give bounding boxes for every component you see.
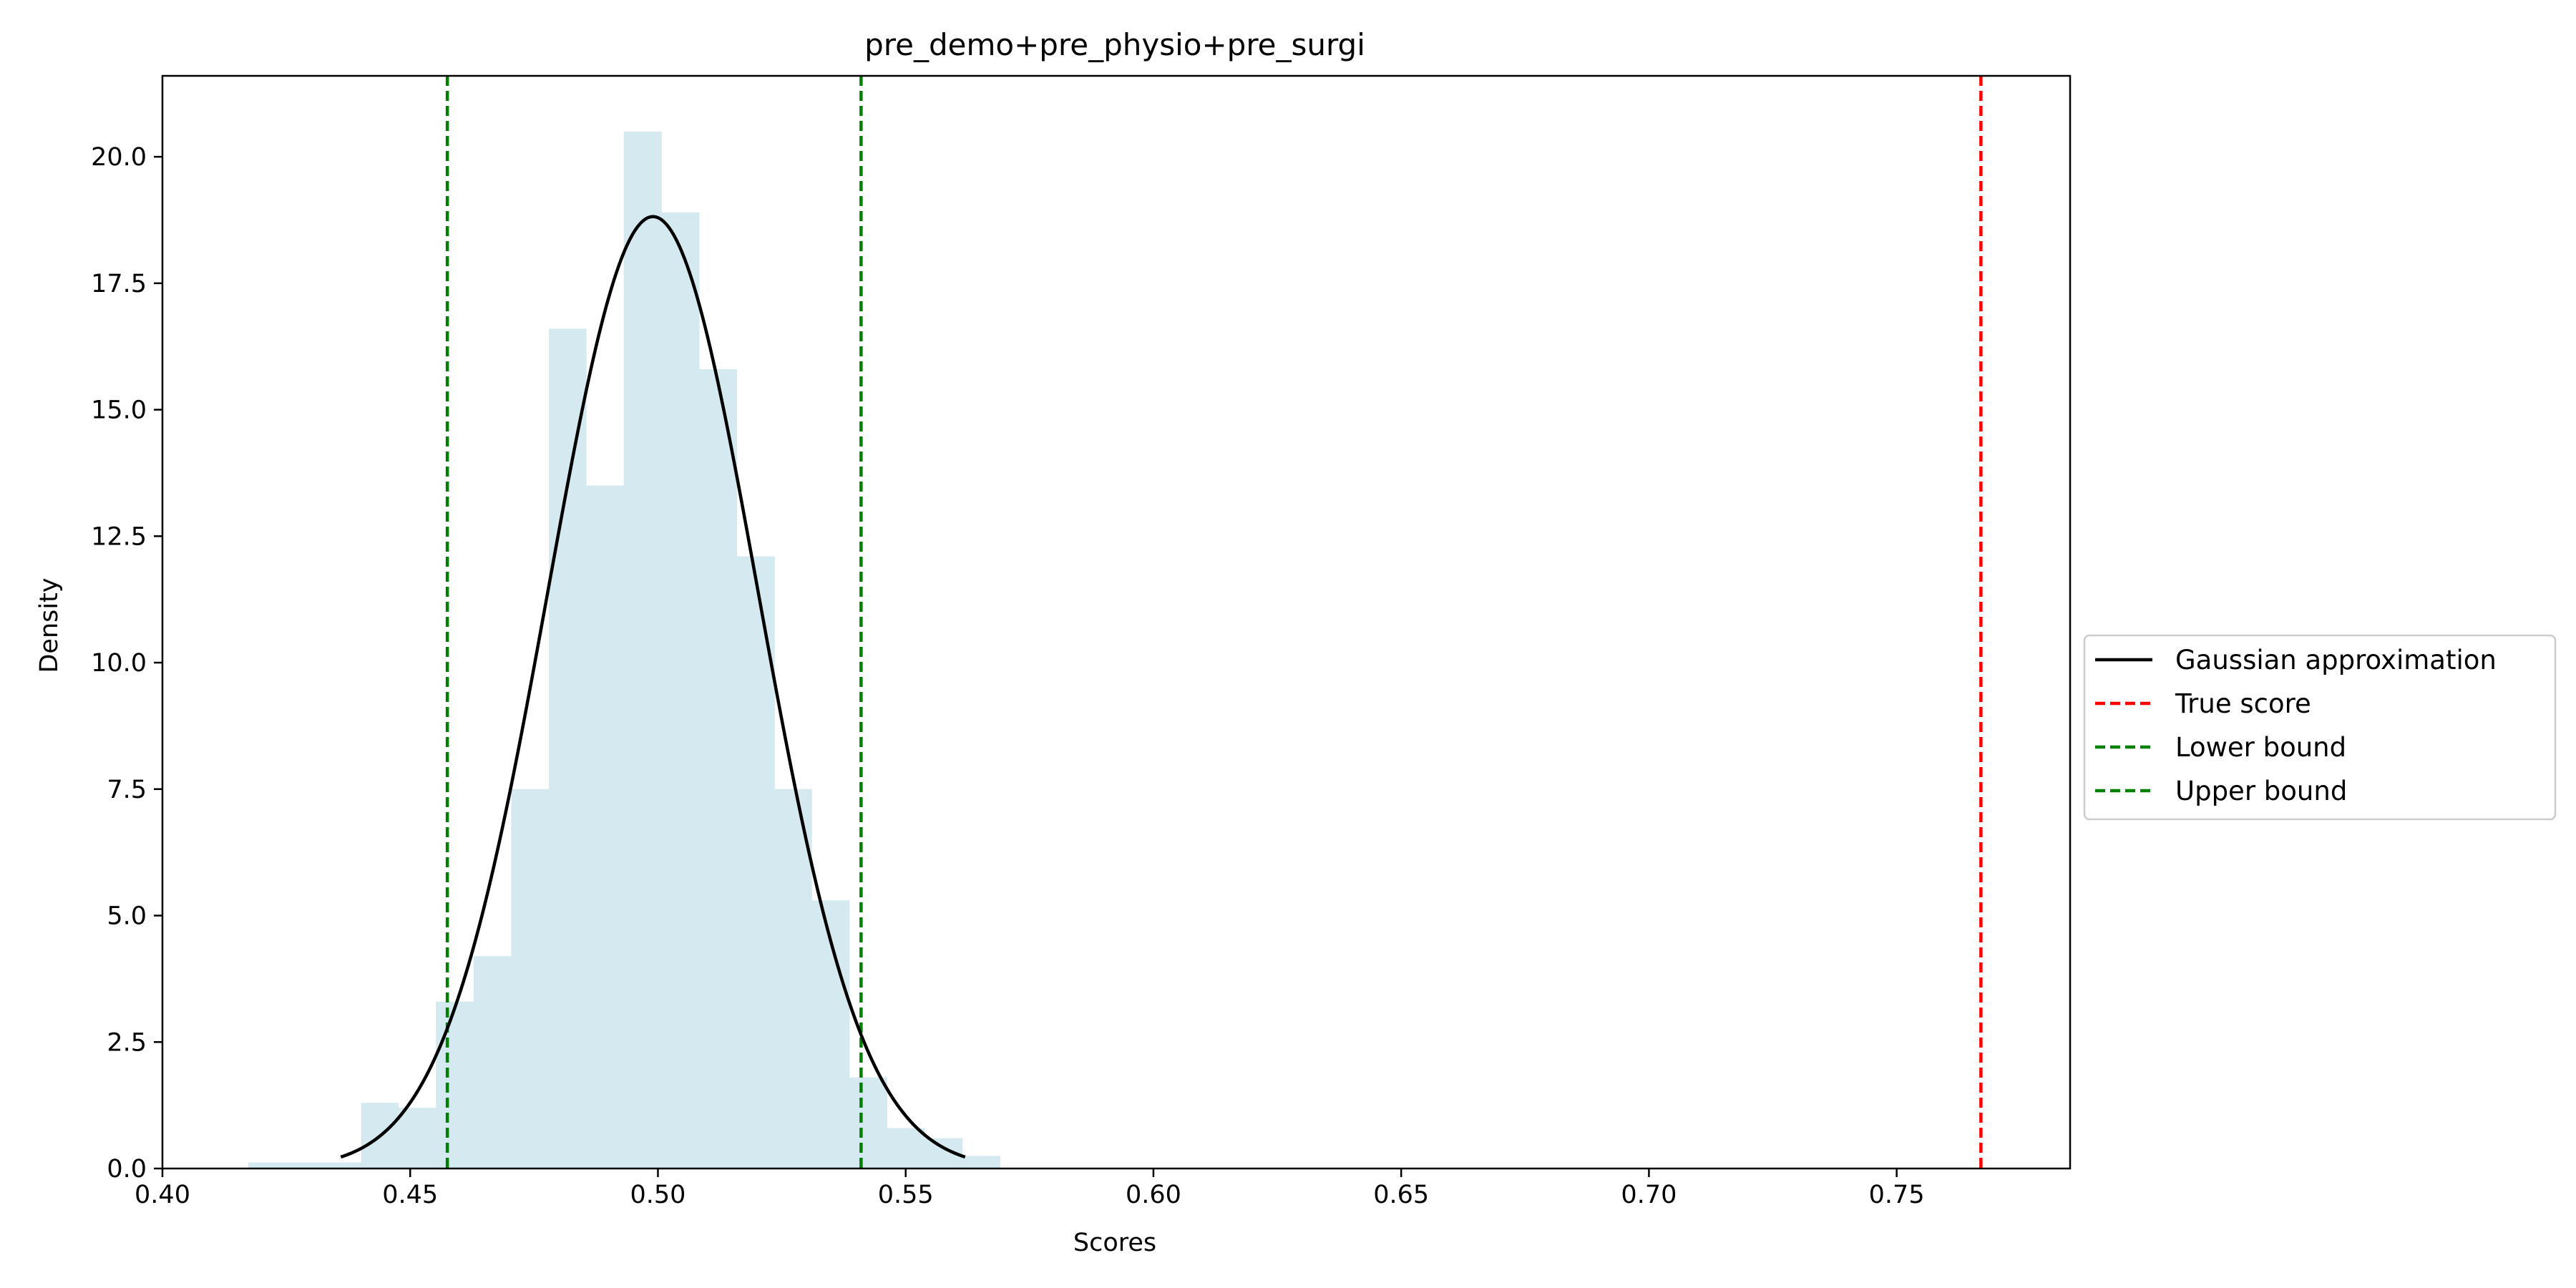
histogram-bar-9 [586, 485, 625, 1169]
histogram-bars [248, 131, 1000, 1169]
legend-label-gaussian-approximation: Gaussian approximation [2175, 645, 2497, 675]
x-axis-label: Scores [1073, 1229, 1156, 1257]
x-tick-label: 0.65 [1373, 1181, 1429, 1209]
histogram-bar-10 [623, 131, 662, 1169]
histogram-bar-12 [698, 369, 738, 1169]
histogram-bar-1 [286, 1162, 324, 1169]
legend: Gaussian approximation True score Lower bo… [2083, 634, 2557, 821]
y-axis-label: Density [35, 577, 64, 673]
legend-label-upper-bound: Upper bound [2175, 776, 2347, 806]
histogram-bar-8 [549, 328, 587, 1169]
plot-frame [161, 74, 2072, 1170]
y-tick-label: 2.5 [107, 1028, 147, 1057]
x-tick-label: 0.50 [630, 1181, 686, 1209]
x-tick-label: 0.55 [878, 1181, 934, 1209]
histogram-bar-13 [736, 556, 775, 1169]
histogram-bar-19 [962, 1156, 1000, 1169]
histogram-bar-7 [511, 789, 550, 1169]
histogram-bar-0 [248, 1162, 287, 1169]
y-tick-label: 5.0 [107, 902, 147, 931]
legend-box [2083, 634, 2557, 821]
gaussian-approximation-curve [340, 215, 966, 1159]
y-tick-label: 15.0 [91, 396, 147, 425]
y-axis-ticks: 0.0 2.5 5.0 7.5 10.0 12.5 15.0 17.5 20.0 [91, 143, 162, 1184]
legend-label-true-score: True score [2175, 688, 2311, 719]
histogram-bar-2 [323, 1162, 362, 1169]
y-tick-label: 0.0 [107, 1155, 147, 1184]
reference-lines [445, 76, 1983, 1169]
y-tick-label: 7.5 [107, 776, 147, 804]
histogram-bar-17 [887, 1128, 925, 1169]
x-axis-ticks: 0.40 0.45 0.50 0.55 0.60 0.65 0.70 0.75 [135, 1169, 1925, 1209]
x-tick-label: 0.60 [1126, 1181, 1181, 1209]
histogram-bar-5 [436, 1001, 474, 1169]
y-tick-label: 17.5 [91, 270, 147, 298]
histogram-bar-11 [661, 212, 700, 1169]
x-tick-label: 0.40 [135, 1181, 190, 1209]
legend-label-lower-bound: Lower bound [2175, 732, 2346, 763]
histogram-bar-6 [473, 956, 512, 1169]
y-tick-label: 20.0 [91, 143, 147, 172]
x-tick-label: 0.75 [1869, 1181, 1925, 1209]
x-tick-label: 0.45 [382, 1181, 438, 1209]
histogram-bar-14 [774, 789, 812, 1169]
histogram-bar-4 [398, 1108, 436, 1169]
gaussian-curve-layer [340, 215, 966, 1159]
chart-title: pre_demo+pre_physio+pre_surgi [864, 27, 1365, 62]
histogram-bar-16 [849, 1077, 887, 1169]
x-tick-label: 0.70 [1621, 1181, 1677, 1209]
y-tick-label: 12.5 [91, 522, 147, 551]
y-tick-label: 10.0 [91, 649, 147, 678]
